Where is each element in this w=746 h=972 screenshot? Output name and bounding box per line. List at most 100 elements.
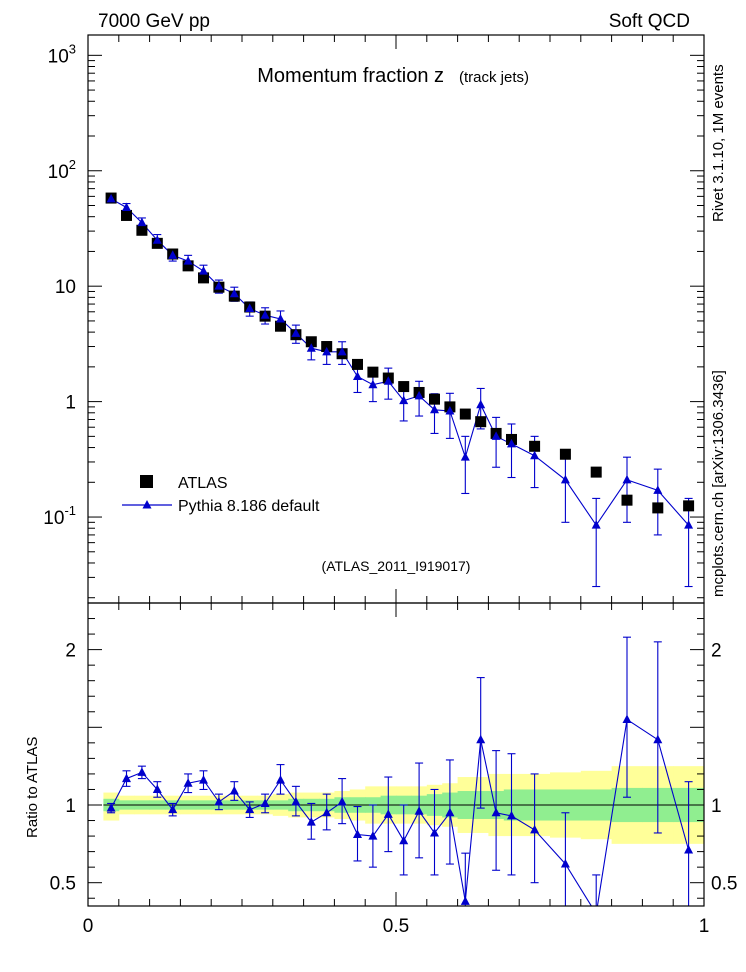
ratio-pythia-point	[260, 798, 270, 807]
ratio-y-axis-label: Ratio to ATLAS	[24, 737, 41, 838]
ratio-pythia-point	[622, 714, 632, 724]
atlas-point	[136, 224, 148, 236]
pythia-point	[560, 474, 570, 484]
ratio-y-tick-label-right: 1	[711, 796, 722, 817]
atlas-point	[621, 494, 633, 506]
pythia-point	[476, 399, 486, 409]
atlas-point	[182, 260, 194, 272]
ratio-pythia-point	[122, 773, 131, 783]
pythia-point	[322, 346, 332, 356]
atlas-point	[367, 366, 379, 378]
pythia-point	[260, 310, 270, 319]
ratio-y-tick-label-right: 0.5	[711, 874, 737, 895]
pythia-point	[137, 217, 147, 227]
legend-atlas-marker	[140, 475, 153, 488]
ratio-x-tick-label: 0.5	[383, 916, 409, 937]
ratio-pythia-point	[476, 734, 486, 744]
ratio-pythia-point	[183, 778, 193, 787]
main-plot-title: Momentum fraction z	[257, 65, 444, 87]
main-plot-marks	[105, 192, 695, 588]
ratio-plot-ticks: 2 21 10.5 0.50 0.5 1	[50, 603, 737, 937]
pythia-point	[291, 328, 301, 337]
ratio-pythia-point	[491, 807, 501, 817]
ratio-y-tick-label-left: 1	[65, 796, 76, 817]
pythia-point	[445, 405, 455, 415]
ratio-pythia-point	[168, 804, 178, 814]
pythia-point	[183, 256, 193, 265]
ratio-pythia-point	[560, 859, 570, 868]
pythia-point	[383, 376, 393, 385]
ratio-pythia-point	[368, 831, 378, 840]
legend-atlas-label: ATLAS	[178, 475, 228, 492]
atlas-point	[398, 381, 410, 393]
atlas-point	[475, 416, 487, 428]
ratio-pythia-point	[214, 796, 224, 806]
atlas-point	[275, 320, 286, 332]
atlas-point	[121, 209, 132, 221]
ratio-pythia-point	[399, 835, 409, 845]
atlas-point	[198, 272, 209, 284]
ratio-pythia-point	[137, 767, 147, 776]
pythia-point	[530, 450, 540, 460]
atlas-point	[652, 502, 664, 514]
ratio-pythia-point	[291, 796, 301, 806]
ratio-pythia-point	[276, 775, 285, 784]
ratio-pythia-point	[322, 807, 332, 817]
ratio-pythia-point	[152, 784, 162, 793]
legend-pythia-label: Pythia 8.186 default	[178, 498, 320, 515]
ratio-pythia-point	[199, 775, 208, 784]
pythia-point	[168, 250, 178, 259]
pythia-point	[507, 438, 516, 448]
ratio-pythia-point	[414, 806, 424, 815]
header-right-label: Soft QCD	[609, 11, 690, 32]
ratio-pythia-point	[383, 809, 393, 818]
ratio-pythia-point	[460, 896, 470, 905]
ratio-pythia-point	[245, 804, 255, 814]
pythia-point	[591, 520, 601, 529]
pythia-point	[106, 193, 116, 203]
atlas-point	[559, 448, 571, 460]
ratio-pythia-point	[353, 829, 362, 839]
ratio-pythia-point	[684, 845, 694, 854]
main-y-tick-label: 1	[65, 393, 76, 414]
ratio-plot-marks	[103, 636, 705, 906]
ratio-x-tick-label: 1	[699, 916, 710, 937]
pythia-point	[653, 485, 663, 494]
pythia-point	[337, 346, 347, 356]
pythia-point	[152, 235, 162, 244]
atlas-point	[683, 500, 695, 512]
analysis-tag: (ATLAS_2011_I919017)	[322, 558, 471, 574]
pythia-point	[622, 474, 632, 484]
atlas-point	[352, 358, 363, 370]
atlas-point	[429, 393, 440, 405]
pythia-point	[199, 266, 208, 275]
pythia-point	[399, 395, 409, 405]
ratio-y-tick-label-left: 2	[65, 641, 76, 662]
pythia-point	[122, 202, 131, 212]
pythia-point	[491, 431, 501, 440]
ratio-pythia-point	[653, 734, 663, 744]
header-left-label: 7000 GeV pp	[98, 11, 210, 32]
main-y-tick-label: 10	[55, 277, 76, 298]
atlas-point	[590, 466, 602, 478]
ratio-y-tick-label-right: 2	[711, 641, 722, 662]
ratio-pythia-point	[507, 810, 516, 820]
main-plot-subtitle: (track jets)	[459, 69, 529, 86]
pythia-point	[245, 303, 255, 313]
pythia-point	[684, 520, 694, 529]
legend: ATLAS Pythia 8.186 default	[122, 475, 320, 515]
ratio-pythia-point	[337, 796, 347, 806]
pythia-point	[430, 404, 439, 414]
pythia-point	[353, 371, 362, 381]
pythia-point	[414, 390, 424, 400]
pythia-point	[460, 452, 470, 461]
ratio-pythia-point	[445, 807, 455, 817]
ratio-plot-panel: 2 21 10.5 0.50 0.5 1 Ratio to ATLAS	[24, 602, 737, 937]
ratio-pythia-point	[430, 827, 439, 837]
atlas-point	[305, 336, 317, 348]
ratio-pythia-point	[229, 786, 239, 795]
pythia-point	[306, 343, 316, 352]
